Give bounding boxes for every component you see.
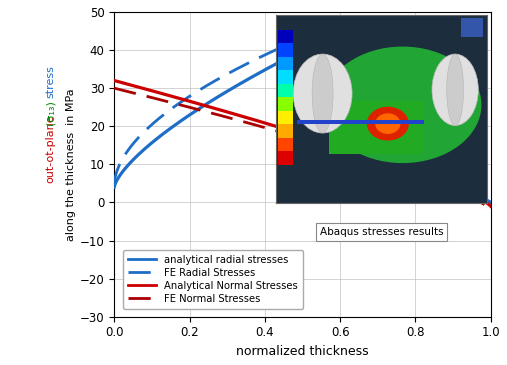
Bar xyxy=(278,43,293,57)
Bar xyxy=(278,30,293,43)
Bar xyxy=(278,57,293,70)
Bar xyxy=(461,18,483,37)
Text: out-ot-plane: out-ot-plane xyxy=(45,115,55,184)
Bar xyxy=(278,70,293,84)
Text: Abaqus stresses results: Abaqus stresses results xyxy=(320,227,443,237)
Ellipse shape xyxy=(367,107,409,141)
Ellipse shape xyxy=(375,113,401,134)
Bar xyxy=(278,84,293,97)
Ellipse shape xyxy=(293,54,352,133)
Bar xyxy=(278,138,293,151)
Bar xyxy=(278,151,293,165)
FancyArrow shape xyxy=(297,120,423,124)
X-axis label: normalized thickness: normalized thickness xyxy=(236,345,369,358)
Ellipse shape xyxy=(323,47,482,163)
Text: (σ₁₃): (σ₁₃) xyxy=(45,100,55,125)
Legend: analytical radial stresses, FE Radial Stresses, Analytical Normal Stresses, FE N: analytical radial stresses, FE Radial St… xyxy=(123,250,303,309)
Text: along the thickness  in MPa: along the thickness in MPa xyxy=(66,88,76,241)
Bar xyxy=(278,124,293,138)
Text: stress: stress xyxy=(45,66,55,99)
Bar xyxy=(278,97,293,111)
Bar xyxy=(278,111,293,124)
Ellipse shape xyxy=(447,54,463,126)
FancyArrow shape xyxy=(329,101,423,154)
Ellipse shape xyxy=(312,54,333,133)
Ellipse shape xyxy=(432,54,478,126)
